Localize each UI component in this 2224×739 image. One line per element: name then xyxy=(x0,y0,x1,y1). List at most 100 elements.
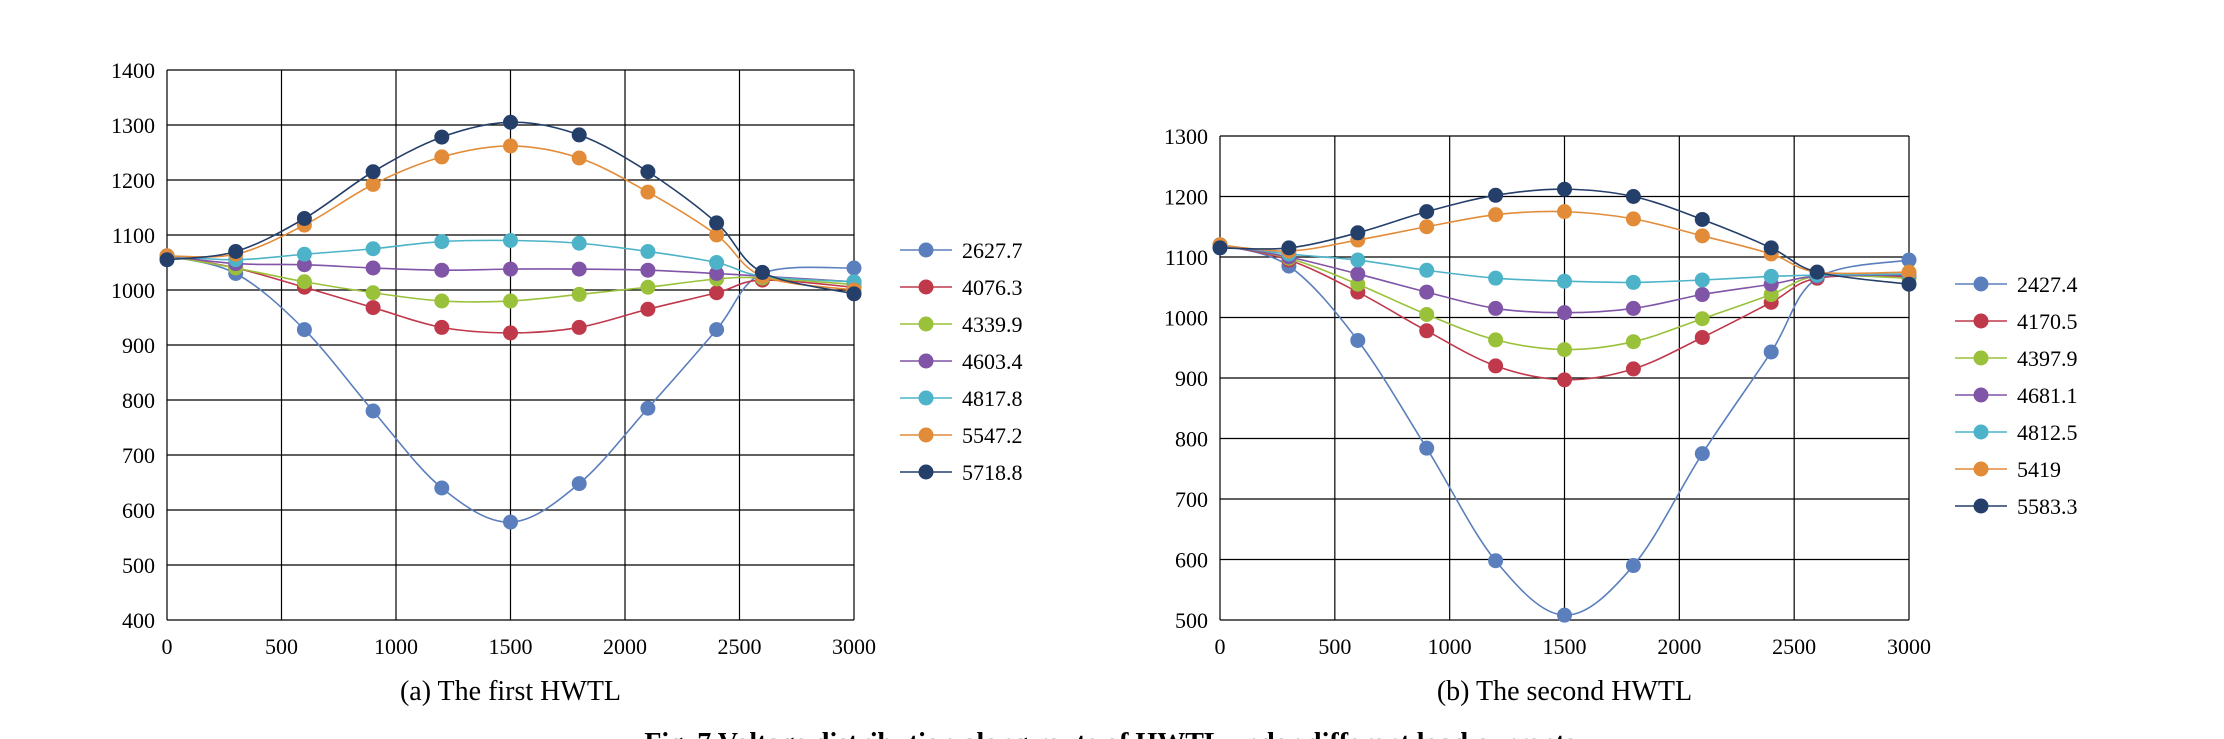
x-tick-label: 500 xyxy=(265,634,298,659)
data-point xyxy=(846,286,862,302)
legend-marker xyxy=(918,390,934,406)
legend-label: 4817.8 xyxy=(962,386,1023,411)
y-tick-label: 900 xyxy=(122,333,155,358)
data-point xyxy=(571,127,587,143)
data-point xyxy=(1488,300,1504,316)
data-point xyxy=(1809,264,1825,280)
data-point xyxy=(1901,276,1917,292)
y-tick-label: 500 xyxy=(122,553,155,578)
data-point xyxy=(1350,252,1366,268)
data-point xyxy=(228,244,244,259)
data-point xyxy=(296,211,312,226)
data-point xyxy=(1763,268,1779,284)
data-point xyxy=(1419,306,1435,322)
data-point xyxy=(1488,270,1504,286)
data-point xyxy=(1488,187,1504,203)
data-point xyxy=(1694,287,1710,303)
legend-entry: 4076.3 xyxy=(900,275,1023,300)
x-tick-label: 1500 xyxy=(1543,634,1587,659)
legend-entry: 4339.9 xyxy=(900,312,1023,337)
legend-entry: 2427.4 xyxy=(1955,272,2078,297)
data-point xyxy=(1763,287,1779,303)
data-point xyxy=(434,234,450,250)
y-tick-label: 1400 xyxy=(111,58,155,83)
data-point xyxy=(1763,344,1779,360)
legend-label: 5718.8 xyxy=(962,460,1023,485)
data-point xyxy=(1488,553,1504,569)
legend-marker xyxy=(1973,498,1989,514)
data-point xyxy=(1350,225,1366,241)
data-point xyxy=(1488,332,1504,348)
y-tick-label: 400 xyxy=(122,608,155,633)
grid xyxy=(1219,135,1910,621)
legend-entry: 4603.4 xyxy=(900,349,1023,374)
data-point xyxy=(1625,334,1641,350)
data-point xyxy=(1625,211,1641,227)
data-point xyxy=(709,227,725,243)
x-tick-label: 0 xyxy=(1215,634,1226,659)
data-point xyxy=(640,301,656,317)
x-tick-label: 1000 xyxy=(1428,634,1472,659)
data-point xyxy=(1694,311,1710,327)
data-point xyxy=(1419,323,1435,339)
series-5718.8 xyxy=(159,114,862,302)
data-point xyxy=(1419,440,1435,456)
data-point xyxy=(1625,558,1641,574)
legend-entry: 4681.1 xyxy=(1955,383,2078,408)
data-point xyxy=(1557,607,1572,623)
y-tick-label: 1300 xyxy=(1164,124,1208,149)
legend-marker xyxy=(1973,350,1989,366)
y-tick-label: 900 xyxy=(1175,366,1208,391)
data-point xyxy=(1694,329,1710,345)
data-point xyxy=(571,476,587,492)
data-point xyxy=(1901,252,1917,268)
y-tick-label: 1100 xyxy=(1165,245,1208,270)
y-tick-label: 1300 xyxy=(111,113,155,138)
legend-label: 5547.2 xyxy=(962,423,1023,448)
legend-entry: 5419 xyxy=(1955,457,2061,482)
y-tick-label: 1200 xyxy=(111,168,155,193)
data-point xyxy=(640,244,656,259)
data-point xyxy=(434,129,450,145)
data-point xyxy=(365,176,381,192)
legend-label: 4076.3 xyxy=(962,275,1023,300)
data-point xyxy=(1557,342,1572,358)
y-tick-label: 1200 xyxy=(1164,185,1208,210)
x-tick-label: 2500 xyxy=(718,634,762,659)
y-tick-label: 1000 xyxy=(111,278,155,303)
x-tick-label: 2500 xyxy=(1772,634,1816,659)
data-point xyxy=(296,274,312,290)
y-tick-label: 700 xyxy=(122,443,155,468)
data-point xyxy=(434,262,450,278)
data-point xyxy=(1763,240,1779,256)
y-tick-label: 1100 xyxy=(112,223,155,248)
grid xyxy=(166,69,855,621)
data-point xyxy=(503,514,518,530)
x-tick-label: 2000 xyxy=(603,634,647,659)
x-tick-label: 1500 xyxy=(489,634,533,659)
data-point xyxy=(1901,264,1917,280)
data-point xyxy=(1419,219,1435,235)
x-tick-label: 0 xyxy=(162,634,173,659)
data-point xyxy=(365,403,381,419)
legend-label: 4339.9 xyxy=(962,312,1023,337)
data-point xyxy=(1625,274,1641,290)
legend-marker xyxy=(918,316,934,332)
data-point xyxy=(1694,272,1710,288)
y-tick-label: 1000 xyxy=(1164,306,1208,331)
y-tick-label: 800 xyxy=(122,388,155,413)
y-tick-label: 500 xyxy=(1175,608,1208,633)
data-point xyxy=(1350,332,1366,348)
data-point xyxy=(640,262,656,278)
data-point xyxy=(1419,284,1435,300)
data-point xyxy=(434,293,450,309)
legend-label: 4170.5 xyxy=(2017,309,2078,334)
data-point xyxy=(503,325,518,341)
data-point xyxy=(434,149,450,165)
data-point xyxy=(754,264,770,280)
x-tick-label: 1000 xyxy=(374,634,418,659)
data-point xyxy=(434,319,450,335)
data-point xyxy=(1557,204,1572,220)
x-tick-label: 500 xyxy=(1318,634,1351,659)
data-point xyxy=(709,266,725,281)
